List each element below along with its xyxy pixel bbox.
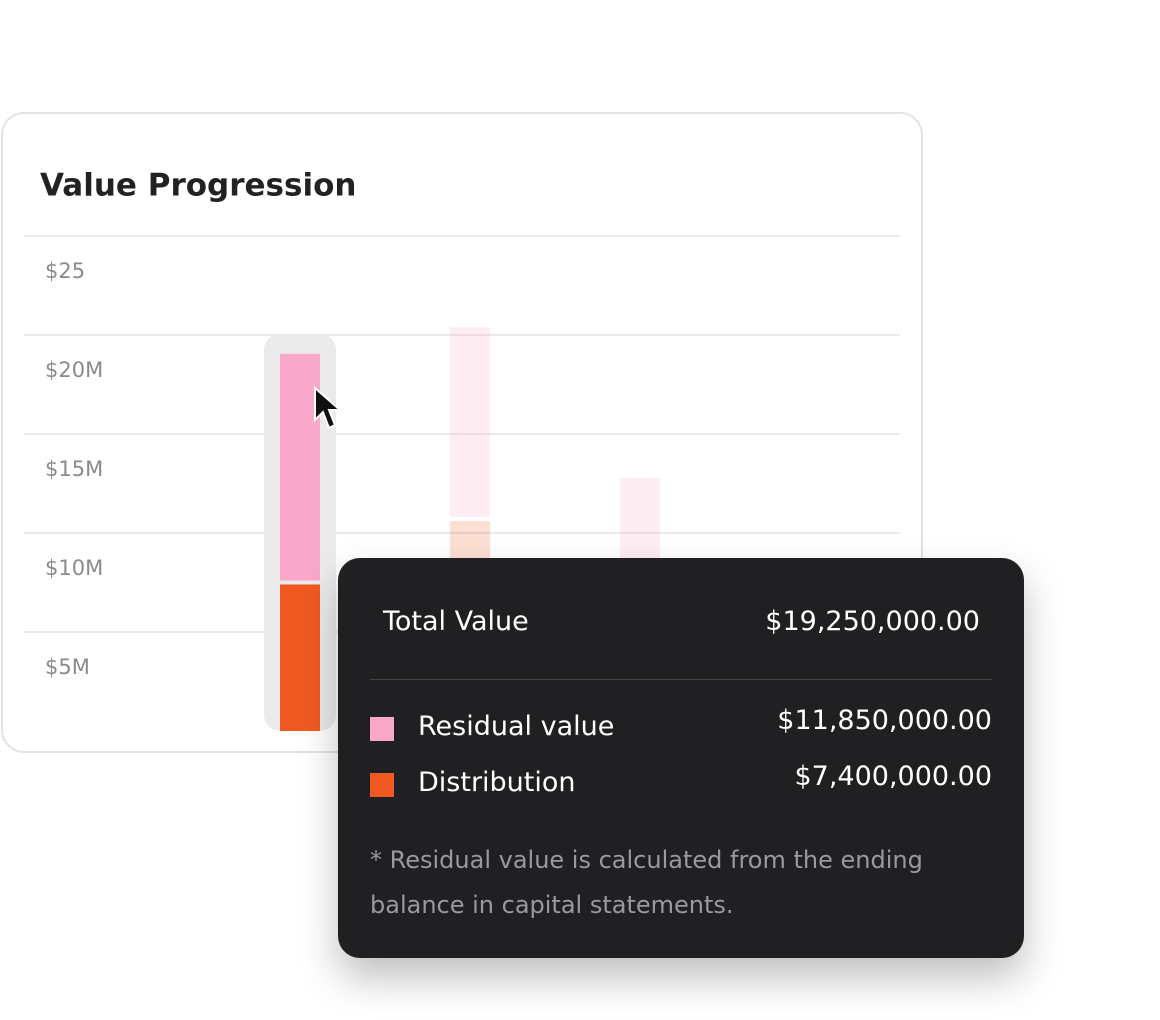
- chart-title: Value Progression: [40, 168, 356, 204]
- legend-value: $11,850,000.00: [777, 705, 992, 736]
- divider: [370, 679, 992, 680]
- y-tick-label: $20M: [45, 358, 103, 382]
- y-tick-label: $10M: [45, 556, 103, 580]
- tooltip: Total Value $19,250,000.00 Residual valu…: [338, 558, 1024, 958]
- footnote: * Residual value is calculated from the …: [370, 846, 923, 919]
- total-label: Total Value: [383, 606, 529, 637]
- y-tick-label: $25: [45, 259, 85, 283]
- cursor: [314, 385, 343, 430]
- bar-segment: [280, 584, 320, 731]
- legend-label: Distribution: [418, 767, 576, 798]
- bar-segment: [450, 327, 490, 518]
- legend-swatch: [370, 773, 394, 797]
- y-tick-label: $15M: [45, 457, 103, 481]
- legend-label: Residual value: [418, 711, 615, 742]
- legend-value: $7,400,000.00: [794, 761, 992, 792]
- bar-segment: [280, 353, 320, 581]
- total-value: $19,250,000.00: [765, 606, 980, 637]
- y-tick-label: $5M: [45, 655, 90, 679]
- legend-swatch: [370, 717, 394, 741]
